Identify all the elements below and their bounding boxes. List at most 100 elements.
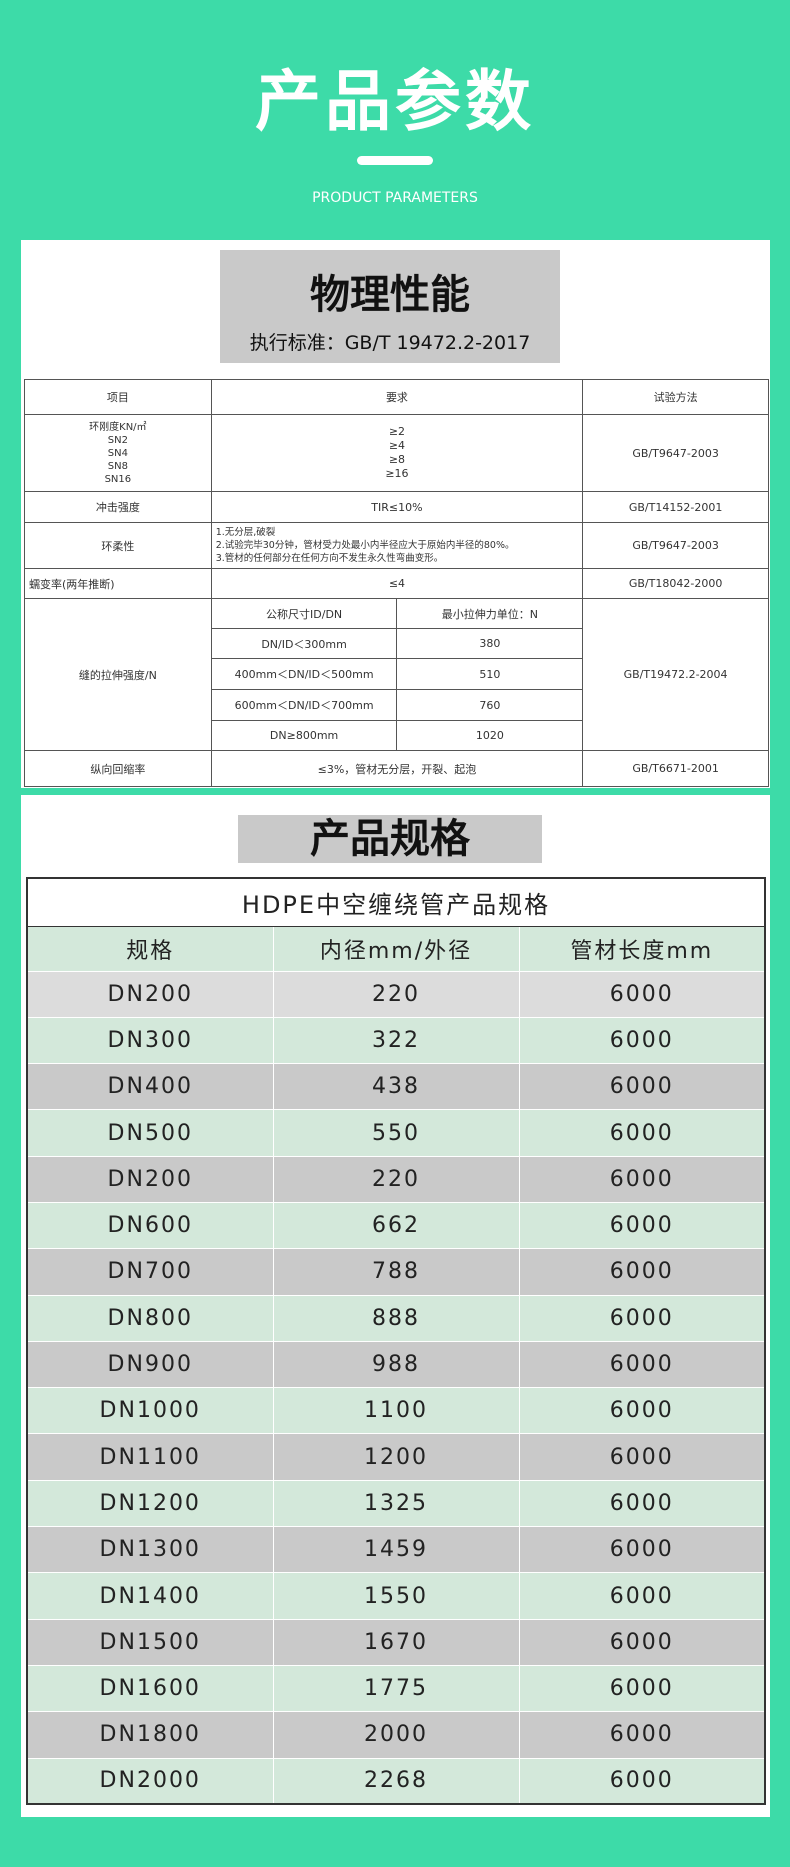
section-box: 物理性能 执行标准：GB/T 19472.2-2017	[220, 250, 560, 363]
col-header: 要求	[210, 379, 584, 415]
cell: 550	[272, 1109, 520, 1157]
req: ≤3%，管材无分层，开裂、起泡	[210, 750, 584, 787]
force: 1020	[396, 720, 584, 751]
physical-table: 项目 要求 试验方法 环刚度KN/㎡ SN2 SN4 SN8 SN16 ≥2 ≥4 ≥8 ≥16 …	[24, 379, 769, 787]
cell: DN900	[26, 1340, 274, 1389]
spec-row: DN900 988 6000	[26, 1340, 766, 1389]
req: TIR≤10%	[210, 491, 584, 523]
spec-row: DN2000 2268 6000	[26, 1757, 766, 1805]
cell: DN1500	[26, 1618, 274, 1666]
cell: DN700	[26, 1248, 274, 1296]
size: 600mm＜DN/ID＜700mm	[210, 689, 398, 721]
cell: 1670	[272, 1618, 520, 1666]
col-header: 试验方法	[582, 379, 769, 415]
spec-row: DN200 220 6000	[26, 970, 766, 1018]
spec-table: HDPE中空缠绕管产品规格 规格 内径mm/外径 管材长度mm DN200 220 6000…	[26, 877, 766, 1806]
cell: 220	[272, 970, 520, 1018]
method: GB/T9647-2003	[582, 414, 769, 492]
spec-row: DN1300 1459 6000	[26, 1526, 766, 1574]
cell: 6000	[518, 1340, 766, 1389]
item: 环刚度KN/㎡	[89, 421, 147, 433]
page-title: 产品参数	[255, 63, 535, 140]
cell: 6000	[518, 1757, 766, 1805]
cell: 662	[272, 1201, 520, 1250]
size: DN/ID＜300mm	[210, 628, 398, 659]
cell: DN200	[26, 970, 274, 1018]
cell: 1100	[272, 1387, 520, 1435]
cell: DN1100	[26, 1433, 274, 1481]
cell: 1550	[272, 1572, 520, 1620]
cell: DN1800	[26, 1711, 274, 1759]
spec-row: DN1800 2000 6000	[26, 1711, 766, 1759]
item: SN2	[107, 434, 128, 446]
cell: 6000	[518, 1572, 766, 1620]
cell: DN1000	[26, 1387, 274, 1435]
force: 510	[396, 658, 584, 690]
item: SN16	[104, 473, 132, 485]
cell: DN300	[26, 1016, 274, 1065]
spec-row: DN1600 1775 6000	[26, 1664, 766, 1713]
cell: 6000	[518, 1248, 766, 1296]
spec-row: DN300 322 6000	[26, 1016, 766, 1065]
cell: 6000	[518, 1479, 766, 1528]
cell: 6000	[518, 1201, 766, 1250]
item: SN8	[107, 460, 128, 472]
cell: DN600	[26, 1201, 274, 1250]
spec-row: DN600 662 6000	[26, 1201, 766, 1250]
page-subtitle: PRODUCT PARAMETERS	[312, 190, 478, 206]
cell: 6000	[518, 1387, 766, 1435]
table-title: HDPE中空缠绕管产品规格	[26, 877, 766, 927]
divider	[357, 156, 433, 165]
cell: 438	[272, 1063, 520, 1111]
cell: 1200	[272, 1433, 520, 1481]
cell: DN1400	[26, 1572, 274, 1620]
col-header: 内径mm/外径	[272, 925, 520, 972]
col-header: 项目	[24, 379, 212, 415]
spec-row: DN500 550 6000	[26, 1109, 766, 1157]
spec-row: DN1200 1325 6000	[26, 1479, 766, 1528]
item: 冲击强度	[24, 491, 212, 523]
cell: DN800	[26, 1294, 274, 1342]
cell: DN1200	[26, 1479, 274, 1528]
cell: 988	[272, 1340, 520, 1389]
req: 2.试验完毕30分钟，管材受力处最小内半径应大于原始内半径的80%。	[215, 540, 515, 551]
req: ≥16	[385, 467, 409, 480]
cell: 322	[272, 1016, 520, 1065]
cell: 6000	[518, 1664, 766, 1713]
spec-row: DN1400 1550 6000	[26, 1572, 766, 1620]
spec-row: DN700 788 6000	[26, 1248, 766, 1296]
physical-panel: 物理性能 执行标准：GB/T 19472.2-2017 项目 要求 试验方法 环刚度…	[21, 240, 770, 788]
cell: DN2000	[26, 1757, 274, 1805]
method: GB/T14152-2001	[582, 491, 769, 523]
method: GB/T9647-2003	[582, 522, 769, 569]
method: GB/T19472.2-2004	[582, 598, 769, 751]
sub-header: 最小拉伸力单位：N	[396, 598, 584, 629]
cell: 6000	[518, 1526, 766, 1574]
cell: DN500	[26, 1109, 274, 1157]
col-header: 规格	[26, 925, 274, 972]
cell: 6000	[518, 1109, 766, 1157]
force: 380	[396, 628, 584, 659]
cell: 220	[272, 1155, 520, 1203]
spec-row: DN800 888 6000	[26, 1294, 766, 1342]
spec-row: DN400 438 6000	[26, 1063, 766, 1111]
cell: 788	[272, 1248, 520, 1296]
spec-row: DN1500 1670 6000	[26, 1618, 766, 1666]
req: ≥4	[388, 439, 406, 452]
cell: 2268	[272, 1757, 520, 1805]
col-header: 管材长度mm	[518, 925, 766, 972]
item: 蠕变率(两年推断)	[24, 568, 212, 599]
item: SN4	[107, 447, 128, 459]
cell: 6000	[518, 1155, 766, 1203]
cell: 888	[272, 1294, 520, 1342]
size: DN≥800mm	[210, 720, 398, 751]
cell: 6000	[518, 1618, 766, 1666]
spec-row: DN1000 1100 6000	[26, 1387, 766, 1435]
cell: 6000	[518, 1063, 766, 1111]
force: 760	[396, 689, 584, 721]
item: 纵向回缩率	[24, 750, 212, 787]
method: GB/T6671-2001	[582, 750, 769, 787]
cell: DN1600	[26, 1664, 274, 1713]
standard: 执行标准：GB/T 19472.2-2017	[249, 332, 531, 354]
